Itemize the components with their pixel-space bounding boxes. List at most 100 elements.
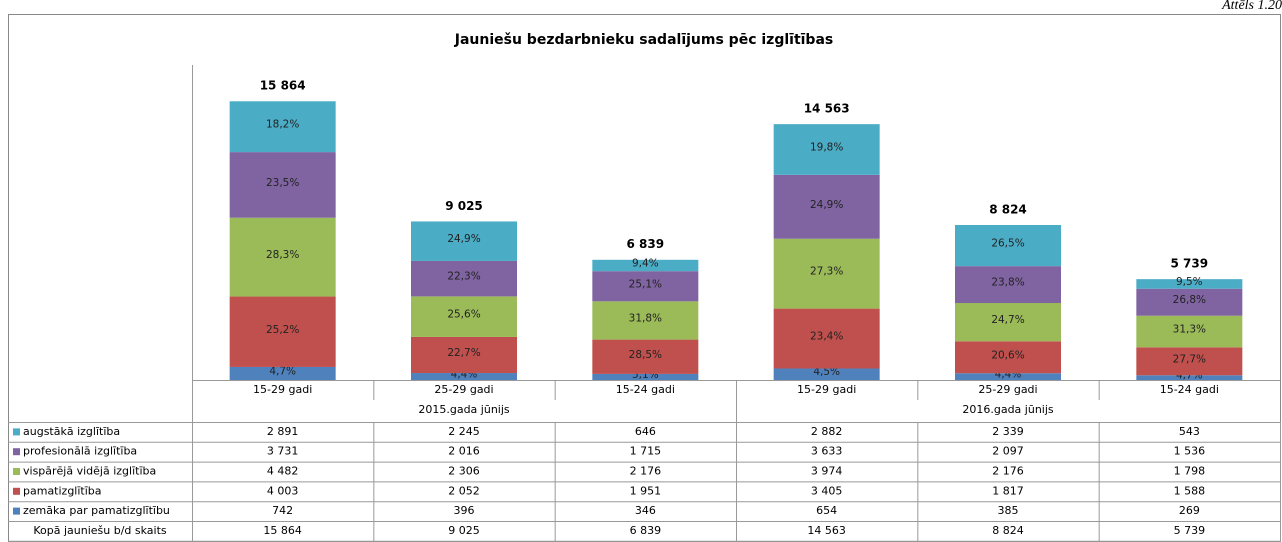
table-cell: 1 715 bbox=[630, 445, 662, 458]
percent-label: 24,9% bbox=[447, 233, 480, 245]
legend-swatch bbox=[13, 487, 20, 495]
bar-segment bbox=[955, 373, 1061, 380]
table-cell: 3 974 bbox=[811, 465, 843, 478]
table-cell: 646 bbox=[635, 425, 656, 438]
bar-segment bbox=[955, 303, 1061, 342]
table-cell: 5 739 bbox=[1174, 524, 1206, 537]
bar-segment bbox=[411, 373, 517, 380]
bar-segment bbox=[592, 339, 699, 374]
bar-segment bbox=[1136, 347, 1243, 376]
percent-label: 23,4% bbox=[810, 331, 843, 343]
figure-label: Attēls 1.20 bbox=[1221, 0, 1282, 13]
percent-label: 22,7% bbox=[447, 347, 480, 359]
total-label: 6 839 bbox=[627, 237, 665, 251]
bar-segment bbox=[592, 271, 699, 302]
table-cell: 2 016 bbox=[448, 445, 480, 458]
bar-segment bbox=[1136, 279, 1243, 289]
legend-label: profesionālā izglītība bbox=[23, 445, 137, 458]
table-cell: 1 817 bbox=[992, 484, 1024, 497]
table-cell: 9 025 bbox=[448, 524, 480, 537]
table-cell: 2 097 bbox=[992, 445, 1024, 458]
bar-segment bbox=[229, 296, 336, 367]
total-label: 9 025 bbox=[445, 199, 483, 213]
table-cell: 2 176 bbox=[992, 465, 1024, 478]
percent-label: 19,8% bbox=[810, 141, 843, 153]
x-tick-label: 15-29 gadi bbox=[797, 383, 856, 396]
table-cell: 3 405 bbox=[811, 484, 843, 497]
bar-segment bbox=[773, 238, 880, 309]
table-cell: 3 633 bbox=[811, 445, 843, 458]
x-tick-label: 25-29 gadi bbox=[434, 383, 493, 396]
table-cell: 1 588 bbox=[1174, 484, 1206, 497]
percent-label: 24,9% bbox=[810, 199, 843, 211]
table-cell: 4 003 bbox=[267, 484, 299, 497]
total-label: 15 864 bbox=[260, 79, 306, 93]
group-label: 2016.gada jūnijs bbox=[962, 403, 1054, 416]
percent-label: 9,5% bbox=[1176, 276, 1203, 288]
percent-label: 9,4% bbox=[632, 257, 659, 269]
x-tick-label: 15-24 gadi bbox=[616, 383, 675, 396]
table-cell: 385 bbox=[998, 504, 1019, 517]
percent-label: 4,7% bbox=[269, 365, 296, 377]
table-cell: 15 864 bbox=[263, 524, 302, 537]
table-cell: 543 bbox=[1179, 425, 1200, 438]
legend-swatch bbox=[13, 448, 20, 456]
percent-label: 22,3% bbox=[447, 271, 480, 283]
bar-segment bbox=[229, 152, 336, 218]
legend-swatch bbox=[13, 468, 20, 475]
total-label: 14 563 bbox=[804, 101, 850, 115]
percent-label: 26,8% bbox=[1173, 294, 1206, 306]
percent-label: 31,8% bbox=[629, 312, 662, 324]
bar-segment bbox=[592, 373, 699, 380]
bar-segment bbox=[773, 368, 880, 380]
total-label: 5 739 bbox=[1171, 257, 1209, 271]
percent-label: 28,5% bbox=[629, 349, 662, 361]
legend-label: vispārējā vidējā izglītība bbox=[23, 465, 156, 478]
percent-label: 25,2% bbox=[266, 324, 299, 336]
total-label: 8 824 bbox=[989, 202, 1027, 216]
x-tick-label: 15-29 gadi bbox=[253, 383, 312, 396]
table-cell: 14 563 bbox=[807, 524, 846, 537]
legend-label: pamatizglītība bbox=[23, 484, 102, 497]
bar-segment bbox=[1136, 375, 1243, 380]
table-cell: 8 824 bbox=[992, 524, 1024, 537]
table-cell: 346 bbox=[635, 504, 656, 517]
table-cell: 742 bbox=[272, 504, 293, 517]
bar-segment bbox=[773, 174, 880, 239]
percent-label: 23,5% bbox=[266, 177, 299, 189]
percent-label: 31,3% bbox=[1173, 324, 1206, 336]
percent-label: 24,7% bbox=[991, 314, 1024, 326]
bar-segment bbox=[229, 366, 336, 380]
table-cell: 2 882 bbox=[811, 425, 843, 438]
table-cell: 396 bbox=[454, 504, 475, 517]
table-cell: 2 245 bbox=[448, 425, 480, 438]
bar-segment bbox=[1136, 315, 1243, 348]
table-cell: 2 052 bbox=[448, 484, 480, 497]
bar-segment bbox=[229, 101, 336, 153]
table-cell: 2 306 bbox=[448, 465, 480, 478]
percent-label: 27,7% bbox=[1173, 353, 1206, 365]
table-cell: 6 839 bbox=[630, 524, 662, 537]
table-cell: 1 798 bbox=[1174, 465, 1206, 478]
percent-label: 23,8% bbox=[991, 277, 1024, 289]
table-cell: 2 176 bbox=[630, 465, 662, 478]
table-cell: 3 731 bbox=[267, 445, 299, 458]
bar-segment bbox=[592, 301, 699, 340]
legend-swatch bbox=[13, 428, 20, 436]
legend-swatch bbox=[13, 507, 20, 515]
table-cell: 4 482 bbox=[267, 465, 299, 478]
x-tick-label: 25-29 gadi bbox=[978, 383, 1037, 396]
percent-label: 26,5% bbox=[991, 238, 1024, 250]
bar-segment bbox=[229, 217, 336, 297]
table-cell: 1 536 bbox=[1174, 445, 1206, 458]
percent-label: 25,1% bbox=[629, 278, 662, 290]
bar-segment bbox=[955, 224, 1061, 267]
table-cell: 1 951 bbox=[630, 484, 662, 497]
table-cell: 2 339 bbox=[992, 425, 1024, 438]
bar-segment bbox=[592, 259, 699, 272]
table-cell: 2 891 bbox=[267, 425, 299, 438]
percent-label: 28,3% bbox=[266, 249, 299, 261]
bar-segment bbox=[411, 221, 517, 261]
bar-segment bbox=[411, 296, 517, 337]
